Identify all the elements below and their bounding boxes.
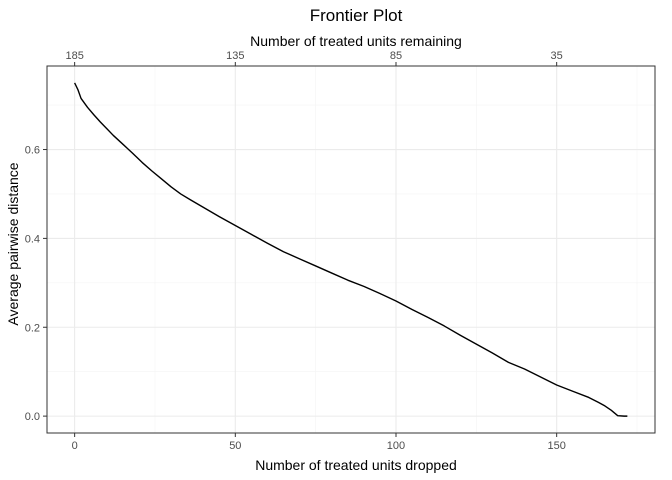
- top-axis-title: Number of treated units remaining: [250, 33, 462, 49]
- x2-tick-label: 85: [390, 50, 402, 62]
- y-tick-label: 0.0: [25, 411, 40, 423]
- x-tick-label: 100: [387, 440, 405, 452]
- y-axis-title: Average pairwise distance: [5, 162, 21, 325]
- plot-panel: [47, 66, 655, 433]
- series-layer: [74, 82, 628, 417]
- chart-title: Frontier Plot: [310, 6, 403, 25]
- bottom-axis-title: Number of treated units dropped: [255, 457, 457, 473]
- x-tick-label: 150: [547, 440, 565, 452]
- axis-layer: 0 50 100 150 185 135 85 35 0.0 0.2 0.4 0.6: [25, 50, 566, 452]
- y-tick-label: 0.4: [25, 233, 40, 245]
- x-tick-label: 50: [229, 440, 241, 452]
- frontier-series-line: [74, 82, 628, 417]
- x2-tick-label: 185: [65, 50, 83, 62]
- x2-tick-label: 35: [551, 50, 563, 62]
- x2-tick-label: 135: [226, 50, 244, 62]
- y-tick-label: 0.2: [25, 322, 40, 334]
- grid-layer: [47, 66, 655, 433]
- y-tick-label: 0.6: [25, 145, 40, 157]
- panel-border: [46, 65, 656, 434]
- x-tick-label: 0: [72, 440, 78, 452]
